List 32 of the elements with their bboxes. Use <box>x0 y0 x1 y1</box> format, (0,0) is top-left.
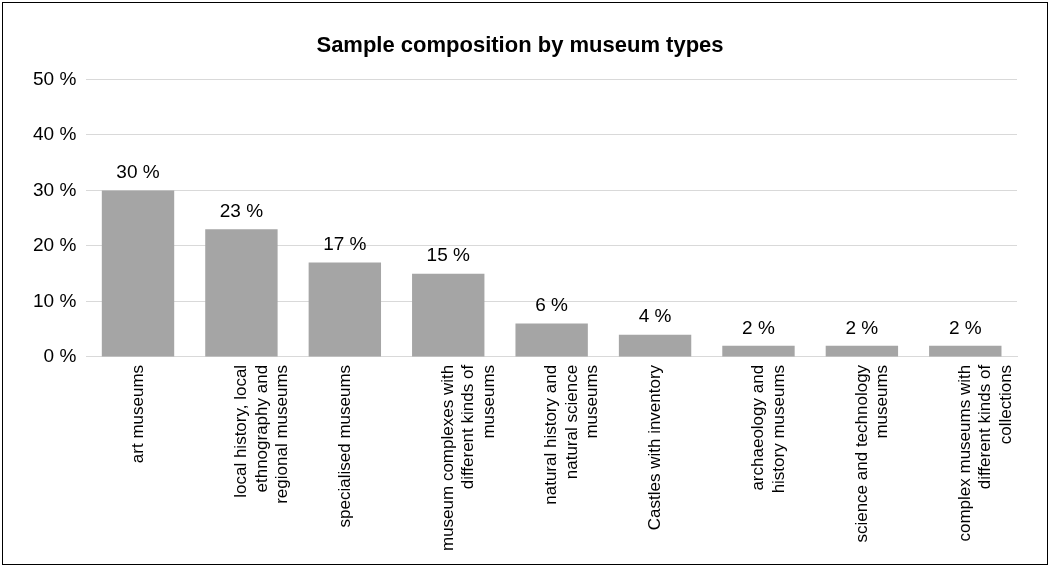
x-tick-label: Castles with inventory <box>644 364 664 531</box>
bar <box>825 345 899 357</box>
x-tick-label: complex museums with different kinds of collections <box>954 364 1015 542</box>
x-tick-label: museum complexes with different kinds of museums <box>437 364 498 551</box>
data-label: 30 % <box>116 161 160 183</box>
data-label: 2 % <box>845 316 879 338</box>
y-tick-label: 50 % <box>32 67 77 89</box>
bar <box>929 345 1002 357</box>
y-tick-label: 40 % <box>32 123 77 145</box>
data-label: 17 % <box>323 233 367 255</box>
bar <box>101 190 175 357</box>
bar <box>618 334 692 357</box>
x-tick-label: science and technology museums <box>851 364 891 543</box>
data-label: 23 % <box>219 199 264 221</box>
bar <box>722 345 795 357</box>
bar <box>515 323 588 357</box>
y-tick-label: 10 % <box>32 289 77 311</box>
y-tick-label: 0 % <box>43 345 77 367</box>
bar <box>308 262 382 357</box>
x-tick-label: archaeology and history museums <box>748 364 788 494</box>
data-label: 15 % <box>426 244 470 266</box>
y-tick-label: 30 % <box>32 178 77 200</box>
x-tick-label: specialised museums <box>334 364 354 528</box>
chart-title: Sample composition by museum types <box>316 32 724 58</box>
data-label: 4 % <box>638 305 672 327</box>
x-tick-label: art museums <box>127 364 147 464</box>
y-tick-label: 20 % <box>32 234 77 256</box>
bar <box>412 273 485 357</box>
data-label: 6 % <box>535 294 569 316</box>
bar <box>205 229 278 357</box>
data-label: 2 % <box>948 316 982 338</box>
data-label: 2 % <box>742 316 775 338</box>
